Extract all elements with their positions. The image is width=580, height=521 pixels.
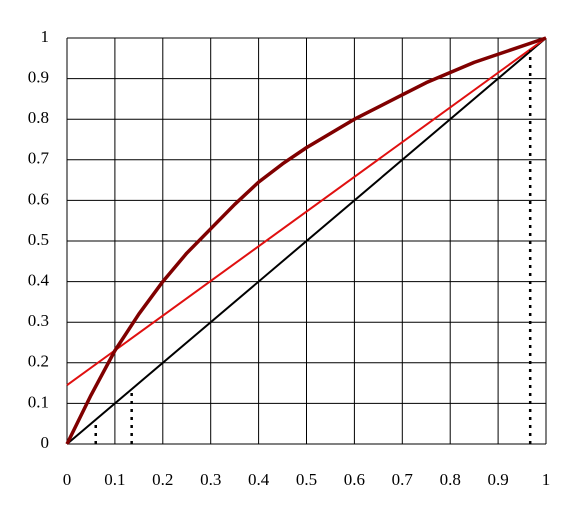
y-tick-label: 0	[41, 433, 50, 452]
y-tick-label: 0.4	[28, 271, 50, 290]
x-tick-label: 0.5	[296, 470, 317, 489]
x-tick-label: 0.6	[344, 470, 365, 489]
y-tick-label: 1	[41, 27, 50, 46]
x-tick-label: 0.4	[248, 470, 270, 489]
y-tick-label: 0.3	[28, 311, 49, 330]
y-tick-label: 0.7	[28, 149, 50, 168]
x-tick-label: 0.9	[487, 470, 508, 489]
x-tick-label: 0.8	[440, 470, 461, 489]
y-tick-label: 0.1	[28, 392, 49, 411]
y-tick-label: 0.6	[28, 189, 49, 208]
y-tick-label: 0.8	[28, 108, 49, 127]
data-line	[66, 37, 547, 386]
data-line	[65, 36, 547, 445]
x-tick-label: 0.7	[392, 470, 414, 489]
x-tick-label: 1	[542, 470, 551, 489]
x-tick-label: 0.3	[200, 470, 221, 489]
y-tick-label: 0.9	[28, 68, 49, 87]
x-tick-label: 0.1	[104, 470, 125, 489]
x-tick-label: 0	[63, 470, 72, 489]
y-tick-label: 0.2	[28, 352, 49, 371]
y-tick-label: 0.5	[28, 230, 49, 249]
data-line	[66, 37, 547, 445]
x-tick-label: 0.2	[152, 470, 173, 489]
